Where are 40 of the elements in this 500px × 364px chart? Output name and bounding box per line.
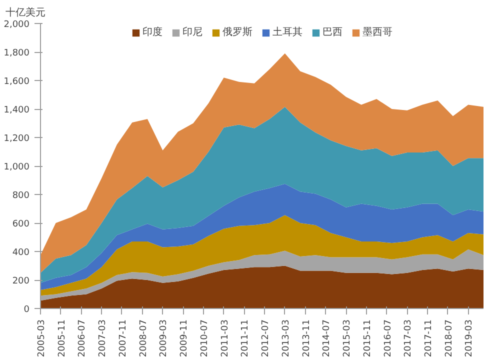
legend-label: 印度 bbox=[142, 26, 162, 39]
x-tick-label: 2015-11 bbox=[362, 319, 373, 358]
x-tick-label: 2016-07 bbox=[383, 319, 394, 358]
x-tick-label: 2011-11 bbox=[240, 319, 251, 358]
x-tick-label: 2008-07 bbox=[138, 319, 149, 358]
y-tick-label: 600 bbox=[12, 220, 30, 230]
x-tick-label: 2017-03 bbox=[404, 319, 414, 358]
x-tick-label: 2011-03 bbox=[220, 319, 230, 358]
x-tick-label: 2012-07 bbox=[261, 319, 272, 358]
y-tick-label: 1,800 bbox=[4, 48, 30, 58]
y-tick-label: 1,600 bbox=[4, 77, 30, 87]
legend-label: 土耳其 bbox=[272, 26, 302, 39]
x-tick-label: 2006-07 bbox=[78, 319, 88, 358]
legend-label: 巴西 bbox=[322, 26, 342, 39]
x-tick-label: 2007-11 bbox=[118, 319, 128, 358]
x-tick-label: 2010-07 bbox=[200, 319, 210, 358]
y-tick-label: 0 bbox=[24, 305, 30, 315]
x-tick-label: 2005-03 bbox=[37, 319, 47, 358]
x-tick-label: 2013-03 bbox=[281, 319, 292, 358]
x-tick-label: 2005-11 bbox=[57, 319, 68, 358]
y-tick-label: 1,200 bbox=[4, 134, 30, 144]
x-tick-label: 2019-03 bbox=[464, 319, 475, 358]
x-tick-label: 2013-11 bbox=[302, 319, 312, 358]
x-tick-label: 2009-03 bbox=[159, 319, 170, 358]
y-tick-label: 400 bbox=[12, 248, 30, 258]
x-tick-label: 2015-03 bbox=[342, 319, 353, 358]
legend-label: 墨西哥 bbox=[362, 26, 392, 39]
x-tick-label: 2009-11 bbox=[180, 319, 190, 358]
legend-label: 印尼 bbox=[182, 26, 202, 39]
y-tick-label: 1,000 bbox=[4, 162, 30, 172]
y-tick-label: 1,400 bbox=[4, 106, 30, 116]
y-tick-label: 800 bbox=[12, 191, 30, 201]
x-tick-label: 2017-11 bbox=[424, 319, 434, 358]
y-axis-title: 十亿美元 bbox=[6, 6, 46, 18]
x-tick-label: 2007-03 bbox=[98, 319, 108, 358]
x-tick-label: 2018-07 bbox=[444, 319, 454, 358]
y-tick-label: 2,000 bbox=[4, 20, 30, 30]
y-tick-label: 200 bbox=[12, 276, 30, 286]
x-tick-label: 2014-07 bbox=[322, 319, 332, 358]
legend-label: 俄罗斯 bbox=[222, 26, 252, 39]
